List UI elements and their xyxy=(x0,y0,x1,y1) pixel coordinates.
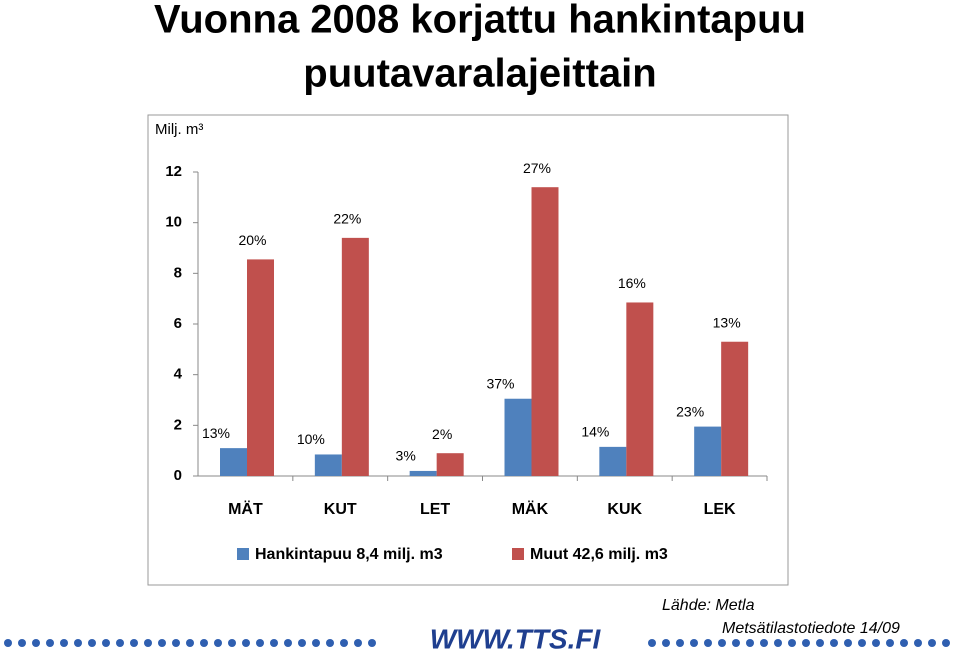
bar xyxy=(694,426,722,476)
data-label: 13% xyxy=(713,314,741,330)
x-tick-label: MÄK xyxy=(512,500,549,518)
dot xyxy=(718,639,726,647)
legend-label: Muut 42,6 milj. m3 xyxy=(530,546,668,563)
dot xyxy=(368,639,376,647)
dot xyxy=(74,639,82,647)
bar xyxy=(436,453,464,476)
dot xyxy=(760,639,768,647)
dot xyxy=(312,639,320,647)
footer-url: WWW.TTS.FI xyxy=(430,623,602,654)
dot xyxy=(774,639,782,647)
dot xyxy=(928,639,936,647)
slide-title-line1: Vuonna 2008 korjattu hankintapuu xyxy=(154,0,806,42)
dot xyxy=(648,639,656,647)
dot xyxy=(270,639,278,647)
source: Lähde: Metla xyxy=(662,597,755,614)
dot xyxy=(340,639,348,647)
dot xyxy=(830,639,838,647)
legend-swatch xyxy=(512,548,524,560)
dot xyxy=(298,639,306,647)
dot xyxy=(354,639,362,647)
dot xyxy=(158,639,166,647)
dot xyxy=(284,639,292,647)
dot xyxy=(4,639,12,647)
dot xyxy=(704,639,712,647)
dot xyxy=(858,639,866,647)
data-label: 13% xyxy=(202,425,230,441)
y-tick-label: 8 xyxy=(174,264,182,281)
y-tick-label: 4 xyxy=(174,366,183,383)
bar xyxy=(247,259,274,476)
dot xyxy=(886,639,894,647)
dot xyxy=(242,639,250,647)
dot xyxy=(942,639,950,647)
bar xyxy=(626,302,654,476)
data-label: 10% xyxy=(297,431,325,447)
dot xyxy=(732,639,740,647)
y-tick-label: 10 xyxy=(165,214,182,231)
data-label: 14% xyxy=(581,424,609,440)
dot xyxy=(200,639,208,647)
dot xyxy=(46,639,54,647)
bar xyxy=(721,341,749,476)
bar xyxy=(314,454,342,476)
dot xyxy=(116,639,124,647)
dot xyxy=(130,639,138,647)
dot xyxy=(690,639,698,647)
chart-frame xyxy=(147,114,789,586)
bar xyxy=(504,398,532,476)
dot xyxy=(88,639,96,647)
dot xyxy=(914,639,922,647)
data-label: 2% xyxy=(432,426,452,442)
x-tick-label: MÄT xyxy=(228,500,263,518)
dot xyxy=(60,639,68,647)
y-tick-label: 6 xyxy=(174,315,182,332)
data-label: 22% xyxy=(333,211,361,227)
x-tick-label: LEK xyxy=(704,501,736,518)
dot xyxy=(802,639,810,647)
legend-label: Hankintapuu 8,4 milj. m3 xyxy=(255,546,443,563)
dot xyxy=(18,639,26,647)
dot xyxy=(144,639,152,647)
bar xyxy=(220,448,247,476)
dot xyxy=(900,639,908,647)
x-tick-label: LET xyxy=(420,501,450,518)
y-tick-label: 2 xyxy=(174,416,182,433)
dot xyxy=(844,639,852,647)
dot xyxy=(102,639,110,647)
data-label: 20% xyxy=(238,232,266,248)
dot xyxy=(256,639,264,647)
dot xyxy=(214,639,222,647)
data-label: 27% xyxy=(523,160,551,176)
bar xyxy=(409,470,437,476)
dot xyxy=(662,639,670,647)
dot xyxy=(32,639,40,647)
slide-title-line2: puutavaralajeittain xyxy=(303,52,656,96)
dot xyxy=(788,639,796,647)
bar xyxy=(531,187,559,476)
dot xyxy=(676,639,684,647)
dot xyxy=(816,639,824,647)
source: Metsätilastotiedote 14/09 xyxy=(722,620,900,637)
bar xyxy=(341,237,369,476)
dot xyxy=(746,639,754,647)
x-tick-label: KUK xyxy=(607,501,642,518)
bar xyxy=(599,446,627,476)
dot xyxy=(326,639,334,647)
x-tick-label: KUT xyxy=(324,501,357,518)
dot xyxy=(172,639,180,647)
y-tick-label: 0 xyxy=(174,467,182,484)
y-axis-label: Milj. m³ xyxy=(155,121,203,138)
y-tick-label: 12 xyxy=(165,163,182,180)
dot xyxy=(186,639,194,647)
dot xyxy=(872,639,880,647)
data-label: 3% xyxy=(396,448,416,464)
legend-swatch xyxy=(237,548,249,560)
data-label: 37% xyxy=(486,375,514,391)
data-label: 23% xyxy=(676,403,704,419)
footer-dots xyxy=(4,639,950,647)
data-label: 16% xyxy=(618,275,646,291)
dot xyxy=(228,639,236,647)
